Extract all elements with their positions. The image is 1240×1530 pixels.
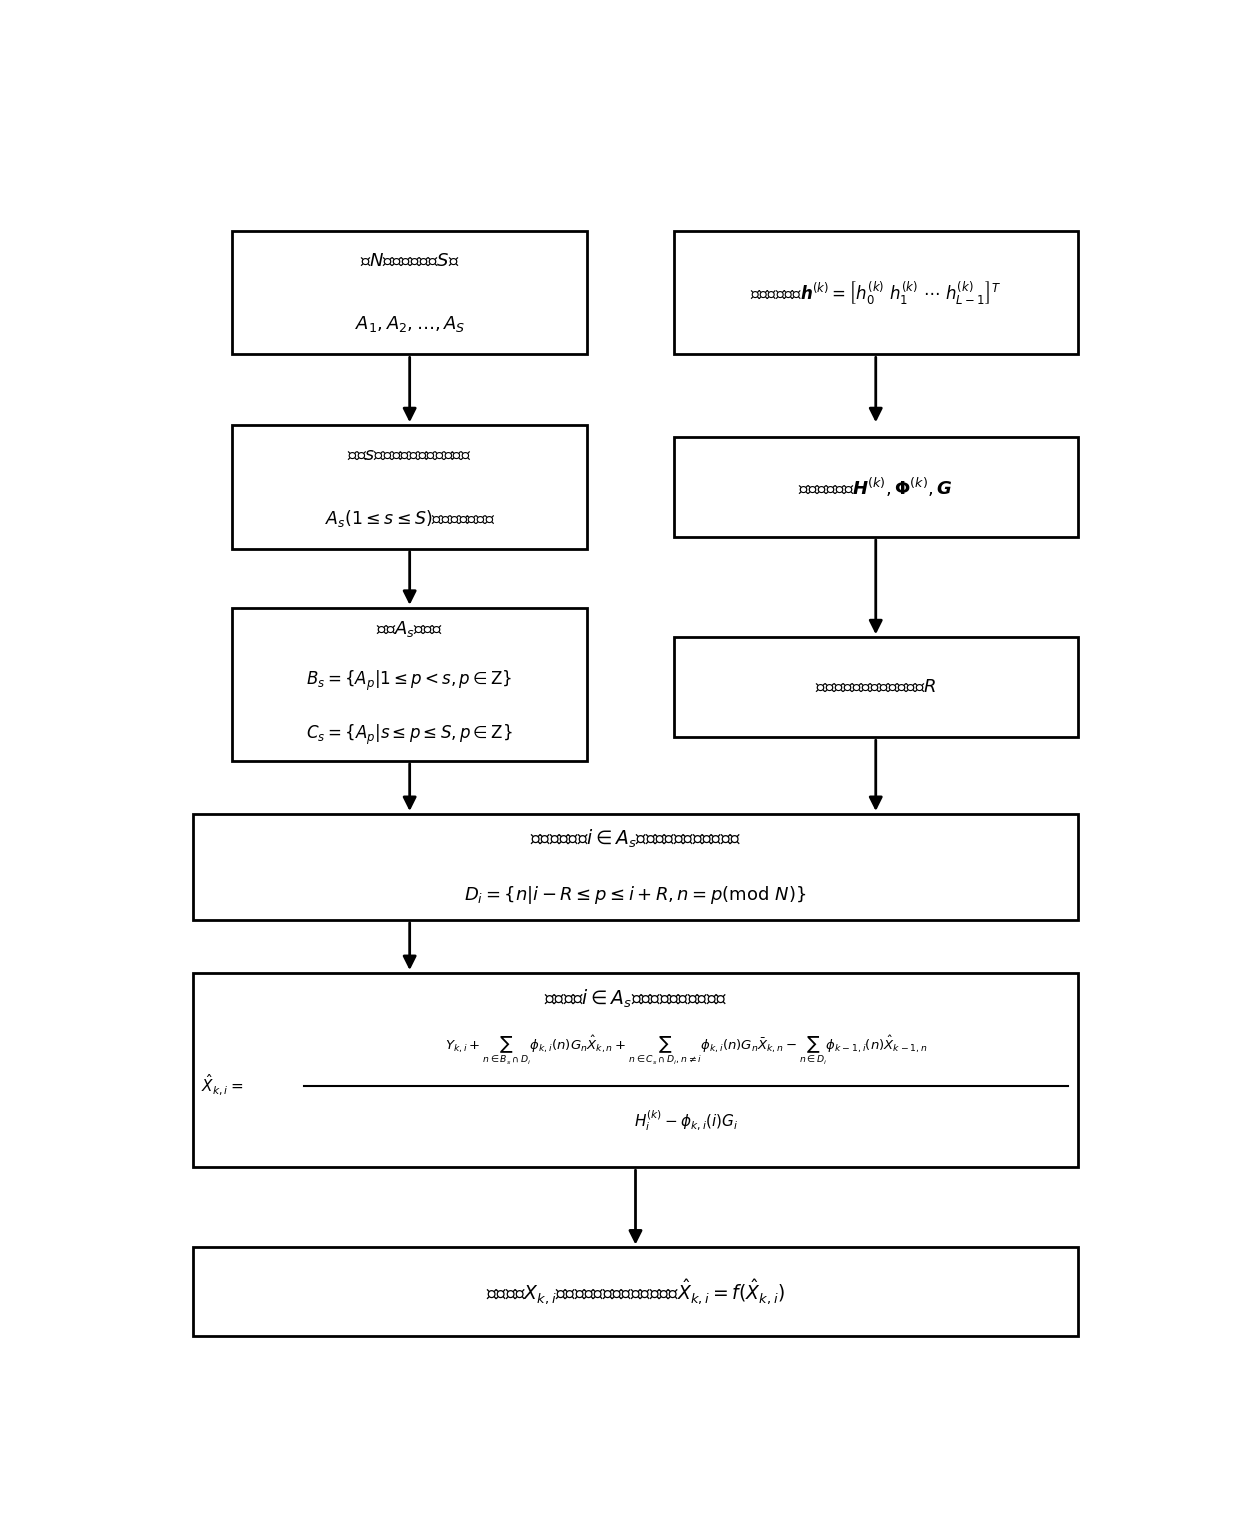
Text: 时域信道系数$\boldsymbol{h}^{(k)} = \left[h_0^{(k)}\ h_1^{(k)}\ \cdots\ h_{L-1}^{(k)}\: 时域信道系数$\boldsymbol{h}^{(k)} = \left[h_0^… (750, 278, 1001, 306)
Text: 找出距离$X_{k,i}$最近的调制星座点作为判决值$\hat{X}_{k,i} = f(\hat{X}_{k,i})$: 找出距离$X_{k,i}$最近的调制星座点作为判决值$\hat{X}_{k,i}… (486, 1278, 785, 1307)
Text: $A_s(1 \leq s \leq S)$内的子载波检测: $A_s(1 \leq s \leq S)$内的子载波检测 (325, 508, 495, 529)
Text: $A_1, A_2, \ldots, A_S$: $A_1, A_2, \ldots, A_S$ (355, 314, 465, 335)
Text: 确定部分干扰抵消的窗半径$R$: 确定部分干扰抵消的窗半径$R$ (815, 678, 936, 696)
Text: 将$N$个子载波分为$S$组: 将$N$个子载波分为$S$组 (360, 252, 460, 269)
Text: 检测$A_s$时定义: 检测$A_s$时定义 (376, 620, 443, 640)
Text: $\hat{X}_{k,i} = $: $\hat{X}_{k,i} = $ (201, 1073, 243, 1099)
FancyBboxPatch shape (675, 438, 1078, 537)
Text: $B_s = \{A_p | 1 \leq p < s, p \in \mathrm{Z}\}$: $B_s = \{A_p | 1 \leq p < s, p \in \math… (306, 669, 513, 693)
Text: $C_s = \{A_p | s \leq p \leq S, p \in \mathrm{Z}\}$: $C_s = \{A_p | s \leq p \leq S, p \in \m… (306, 722, 513, 747)
FancyBboxPatch shape (193, 1247, 1078, 1336)
FancyBboxPatch shape (193, 814, 1078, 920)
Text: 在检测子载波$i \in A_s$时，定义干扰子载波范围: 在检测子载波$i \in A_s$时，定义干扰子载波范围 (529, 828, 742, 849)
Text: 按照$s$从小到大的顺序对每一组: 按照$s$从小到大的顺序对每一组 (347, 447, 472, 464)
FancyBboxPatch shape (232, 231, 588, 355)
Text: $D_i = \{n | i - R \leq p \leq i + R, n = p(\mathrm{mod}\ N)\}$: $D_i = \{n | i - R \leq p \leq i + R, n … (464, 884, 807, 906)
FancyBboxPatch shape (232, 425, 588, 549)
Text: $H_i^{(k)} - \phi_{k,i}(i)G_i$: $H_i^{(k)} - \phi_{k,i}(i)G_i$ (634, 1109, 738, 1134)
FancyBboxPatch shape (193, 973, 1078, 1167)
Text: $Y_{k,i}+\sum_{n\in B_s\cap D_i}\phi_{k,i}(n)G_n\hat{X}_{k,n}+\sum_{n\in C_s\cap: $Y_{k,i}+\sum_{n\in B_s\cap D_i}\phi_{k,… (445, 1034, 928, 1066)
FancyBboxPatch shape (675, 231, 1078, 355)
Text: 对子载波$i \in A_s$进行部分干扰抵消检测: 对子载波$i \in A_s$进行部分干扰抵消检测 (544, 988, 727, 1010)
Text: 计算信道矩阵$\boldsymbol{H}^{(k)},\boldsymbol{\Phi}^{(k)},\boldsymbol{G}$: 计算信道矩阵$\boldsymbol{H}^{(k)},\boldsymbol{… (799, 476, 954, 499)
FancyBboxPatch shape (232, 607, 588, 760)
FancyBboxPatch shape (675, 636, 1078, 737)
